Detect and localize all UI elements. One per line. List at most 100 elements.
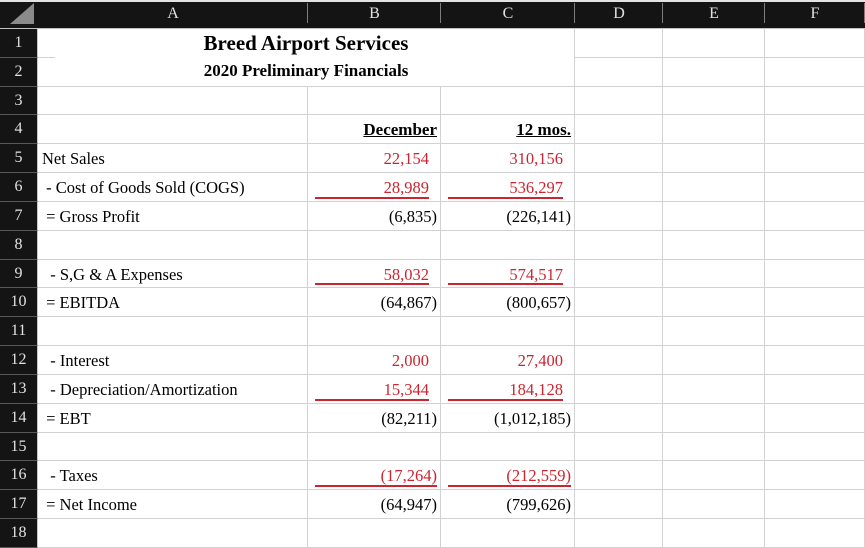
cell-A7[interactable]: = Gross Profit [38, 201, 308, 231]
cell-E17[interactable] [663, 490, 765, 520]
cell-E18[interactable] [663, 519, 765, 548]
cell-D17[interactable] [575, 490, 663, 520]
column-header-B[interactable]: B [308, 0, 441, 29]
row-header-12[interactable]: 12 [0, 346, 38, 375]
row-header-10[interactable]: 10 [0, 288, 38, 318]
row-header-13[interactable]: 13 [0, 374, 38, 404]
cell-C10[interactable]: (800,657) [441, 288, 575, 318]
cell-D14[interactable] [575, 403, 663, 433]
cell-D1[interactable] [575, 29, 663, 58]
cell-A5[interactable]: Net Sales [38, 144, 308, 174]
cell-F6[interactable] [765, 173, 865, 202]
cell-D2[interactable] [575, 57, 663, 87]
cell-B8[interactable] [308, 230, 441, 260]
cell-F4[interactable] [765, 115, 865, 145]
cell-E14[interactable] [663, 403, 765, 433]
cell-F18[interactable] [765, 519, 865, 548]
cell-D12[interactable] [575, 346, 663, 375]
cell-F2[interactable] [765, 57, 865, 87]
cell-C16[interactable]: (212,559) [441, 461, 575, 491]
select-all-corner[interactable] [0, 0, 38, 29]
row-header-8[interactable]: 8 [0, 230, 38, 260]
cell-E12[interactable] [663, 346, 765, 375]
cell-F11[interactable] [765, 317, 865, 347]
row-header-9[interactable]: 9 [0, 259, 38, 289]
cell-E7[interactable] [663, 201, 765, 231]
cell-B6[interactable]: 28,989 [308, 173, 441, 202]
cell-E16[interactable] [663, 461, 765, 491]
cell-C18[interactable] [441, 519, 575, 548]
cell-D9[interactable] [575, 259, 663, 289]
cell-B7[interactable]: (6,835) [308, 201, 441, 231]
cell-E6[interactable] [663, 173, 765, 202]
cell-D10[interactable] [575, 288, 663, 318]
cell-C17[interactable]: (799,626) [441, 490, 575, 520]
cell-C7[interactable]: (226,141) [441, 201, 575, 231]
cell-C14[interactable]: (1,012,185) [441, 403, 575, 433]
row-header-4[interactable]: 4 [0, 115, 38, 145]
row-header-18[interactable]: 18 [0, 519, 38, 548]
cell-A14[interactable]: = EBT [38, 403, 308, 433]
column-header-E[interactable]: E [663, 0, 765, 29]
cell-A4[interactable] [38, 115, 308, 145]
cell-B17[interactable]: (64,947) [308, 490, 441, 520]
cell-F9[interactable] [765, 259, 865, 289]
column-header-F[interactable]: F [765, 0, 865, 29]
row-header-7[interactable]: 7 [0, 201, 38, 231]
cell-F1[interactable] [765, 29, 865, 58]
row-header-14[interactable]: 14 [0, 403, 38, 433]
row-header-1[interactable]: 1 [0, 29, 38, 58]
cell-F13[interactable] [765, 374, 865, 404]
cell-D3[interactable] [575, 86, 663, 116]
cell-B18[interactable] [308, 519, 441, 548]
cell-B15[interactable] [308, 432, 441, 462]
cell-B11[interactable] [308, 317, 441, 347]
cell-B12[interactable]: 2,000 [308, 346, 441, 375]
cell-C13[interactable]: 184,128 [441, 374, 575, 404]
cell-B13[interactable]: 15,344 [308, 374, 441, 404]
cell-C9[interactable]: 574,517 [441, 259, 575, 289]
row-header-2[interactable]: 2 [0, 57, 38, 87]
cell-A3[interactable] [38, 86, 308, 116]
cell-E8[interactable] [663, 230, 765, 260]
column-header-A[interactable]: A [38, 0, 308, 29]
cell-E11[interactable] [663, 317, 765, 347]
cell-F14[interactable] [765, 403, 865, 433]
cell-F7[interactable] [765, 201, 865, 231]
cell-A8[interactable] [38, 230, 308, 260]
title-block[interactable]: Breed Airport Services 2020 Preliminary … [38, 29, 575, 87]
cell-A15[interactable] [38, 432, 308, 462]
cell-A16[interactable]: - Taxes [38, 461, 308, 491]
cell-C5[interactable]: 310,156 [441, 144, 575, 174]
cell-F10[interactable] [765, 288, 865, 318]
cell-B10[interactable]: (64,867) [308, 288, 441, 318]
row-header-15[interactable]: 15 [0, 432, 38, 462]
cell-E3[interactable] [663, 86, 765, 116]
cell-C3[interactable] [441, 86, 575, 116]
cell-F8[interactable] [765, 230, 865, 260]
cell-E5[interactable] [663, 144, 765, 174]
cell-D16[interactable] [575, 461, 663, 491]
row-header-5[interactable]: 5 [0, 144, 38, 174]
cell-B4[interactable]: December [308, 115, 441, 145]
cell-E15[interactable] [663, 432, 765, 462]
row-header-6[interactable]: 6 [0, 173, 38, 202]
cell-A18[interactable] [38, 519, 308, 548]
cell-C4[interactable]: 12 mos. [441, 115, 575, 145]
row-header-3[interactable]: 3 [0, 86, 38, 116]
row-header-16[interactable]: 16 [0, 461, 38, 491]
cell-F3[interactable] [765, 86, 865, 116]
cell-A12[interactable]: - Interest [38, 346, 308, 375]
cell-E1[interactable] [663, 29, 765, 58]
cell-E4[interactable] [663, 115, 765, 145]
column-header-D[interactable]: D [575, 0, 663, 29]
cell-B3[interactable] [308, 86, 441, 116]
cell-B5[interactable]: 22,154 [308, 144, 441, 174]
cell-F17[interactable] [765, 490, 865, 520]
cell-F15[interactable] [765, 432, 865, 462]
cell-F12[interactable] [765, 346, 865, 375]
cell-D7[interactable] [575, 201, 663, 231]
cell-A11[interactable] [38, 317, 308, 347]
cell-A10[interactable]: = EBITDA [38, 288, 308, 318]
row-header-11[interactable]: 11 [0, 317, 38, 347]
